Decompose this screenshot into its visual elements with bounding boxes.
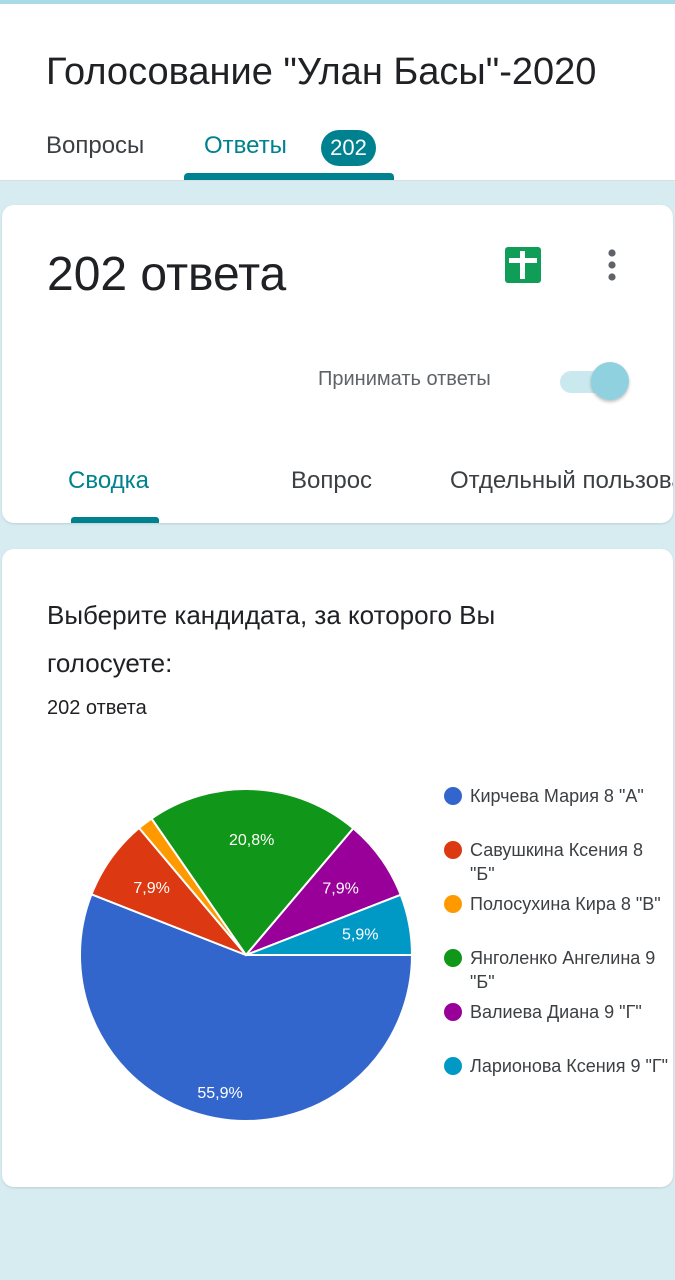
responses-summary-card: 202 ответа Принимать ответы Сводка Вопро… xyxy=(2,205,673,523)
responses-count-badge: 202 xyxy=(321,130,376,166)
legend-label: Полосухина Кира 8 "В" xyxy=(470,894,661,914)
response-count-heading: 202 ответа xyxy=(47,248,287,301)
legend-color-swatch xyxy=(444,841,462,859)
question-response-count: 202 ответа xyxy=(47,697,147,719)
legend-label: Янголенко Ангелина 9 "Б" xyxy=(470,948,656,992)
legend-item: Полосухина Кира 8 "В" xyxy=(440,892,670,946)
tab-individual[interactable]: Отдельный пользователь xyxy=(450,467,673,494)
legend-item: Янголенко Ангелина 9 "Б" xyxy=(440,946,670,1000)
question-title: Выберите кандидата, за которого Вы голос… xyxy=(47,600,496,678)
legend-label: Валиева Диана 9 "Г" xyxy=(470,1002,642,1022)
form-title: Голосование "Улан Басы"-2020 xyxy=(46,51,597,93)
slice-value-label: 5,9% xyxy=(342,927,378,944)
legend-color-swatch xyxy=(444,1057,462,1075)
legend-color-swatch xyxy=(444,1003,462,1021)
tab-responses[interactable]: Ответы xyxy=(204,132,287,159)
legend-label: Савушкина Ксения 8 "Б" xyxy=(470,840,643,884)
form-header: Голосование "Улан Басы"-2020 Вопросы Отв… xyxy=(0,4,675,181)
chart-legend: Кирчева Мария 8 "А" Савушкина Ксения 8 "Б… xyxy=(440,784,670,1108)
google-sheets-icon[interactable] xyxy=(505,247,541,283)
pie-slice[interactable] xyxy=(150,788,355,957)
question-summary-card: Выберите кандидата, за которого Вы голос… xyxy=(2,549,673,1187)
slice-value-label: 55,9% xyxy=(197,1085,242,1102)
slice-value-label: 7,9% xyxy=(322,881,358,898)
tab-questions[interactable]: Вопросы xyxy=(46,132,145,159)
pie-slice[interactable] xyxy=(79,893,414,1122)
more-vert-icon[interactable] xyxy=(600,247,624,283)
tab-question[interactable]: Вопрос xyxy=(291,467,373,494)
toggle-thumb xyxy=(591,362,629,400)
legend-label: Ларионова Ксения 9 "Г" xyxy=(470,1056,668,1076)
slice-value-label: 7,9% xyxy=(133,880,169,897)
legend-label: Кирчева Мария 8 "А" xyxy=(470,786,644,806)
accept-responses-label: Принимать ответы xyxy=(318,368,491,390)
top-strip xyxy=(0,0,675,4)
accept-responses-toggle[interactable] xyxy=(558,361,634,401)
tab-active-indicator xyxy=(184,173,394,180)
legend-item: Кирчева Мария 8 "А" xyxy=(440,784,670,838)
sub-tab-active-indicator xyxy=(71,517,159,523)
legend-color-swatch xyxy=(444,949,462,967)
legend-item: Ларионова Ксения 9 "Г" xyxy=(440,1054,670,1108)
pie-chart: 55,9% 7,9% 20,8% 7,9% 5,9% xyxy=(79,788,414,1122)
legend-item: Валиева Диана 9 "Г" xyxy=(440,1000,670,1054)
legend-color-swatch xyxy=(444,787,462,805)
pie-slice[interactable] xyxy=(245,893,414,956)
tab-summary[interactable]: Сводка xyxy=(68,467,150,494)
legend-item: Савушкина Ксения 8 "Б" xyxy=(440,838,670,892)
slice-value-label: 20,8% xyxy=(229,832,274,849)
legend-color-swatch xyxy=(444,895,462,913)
